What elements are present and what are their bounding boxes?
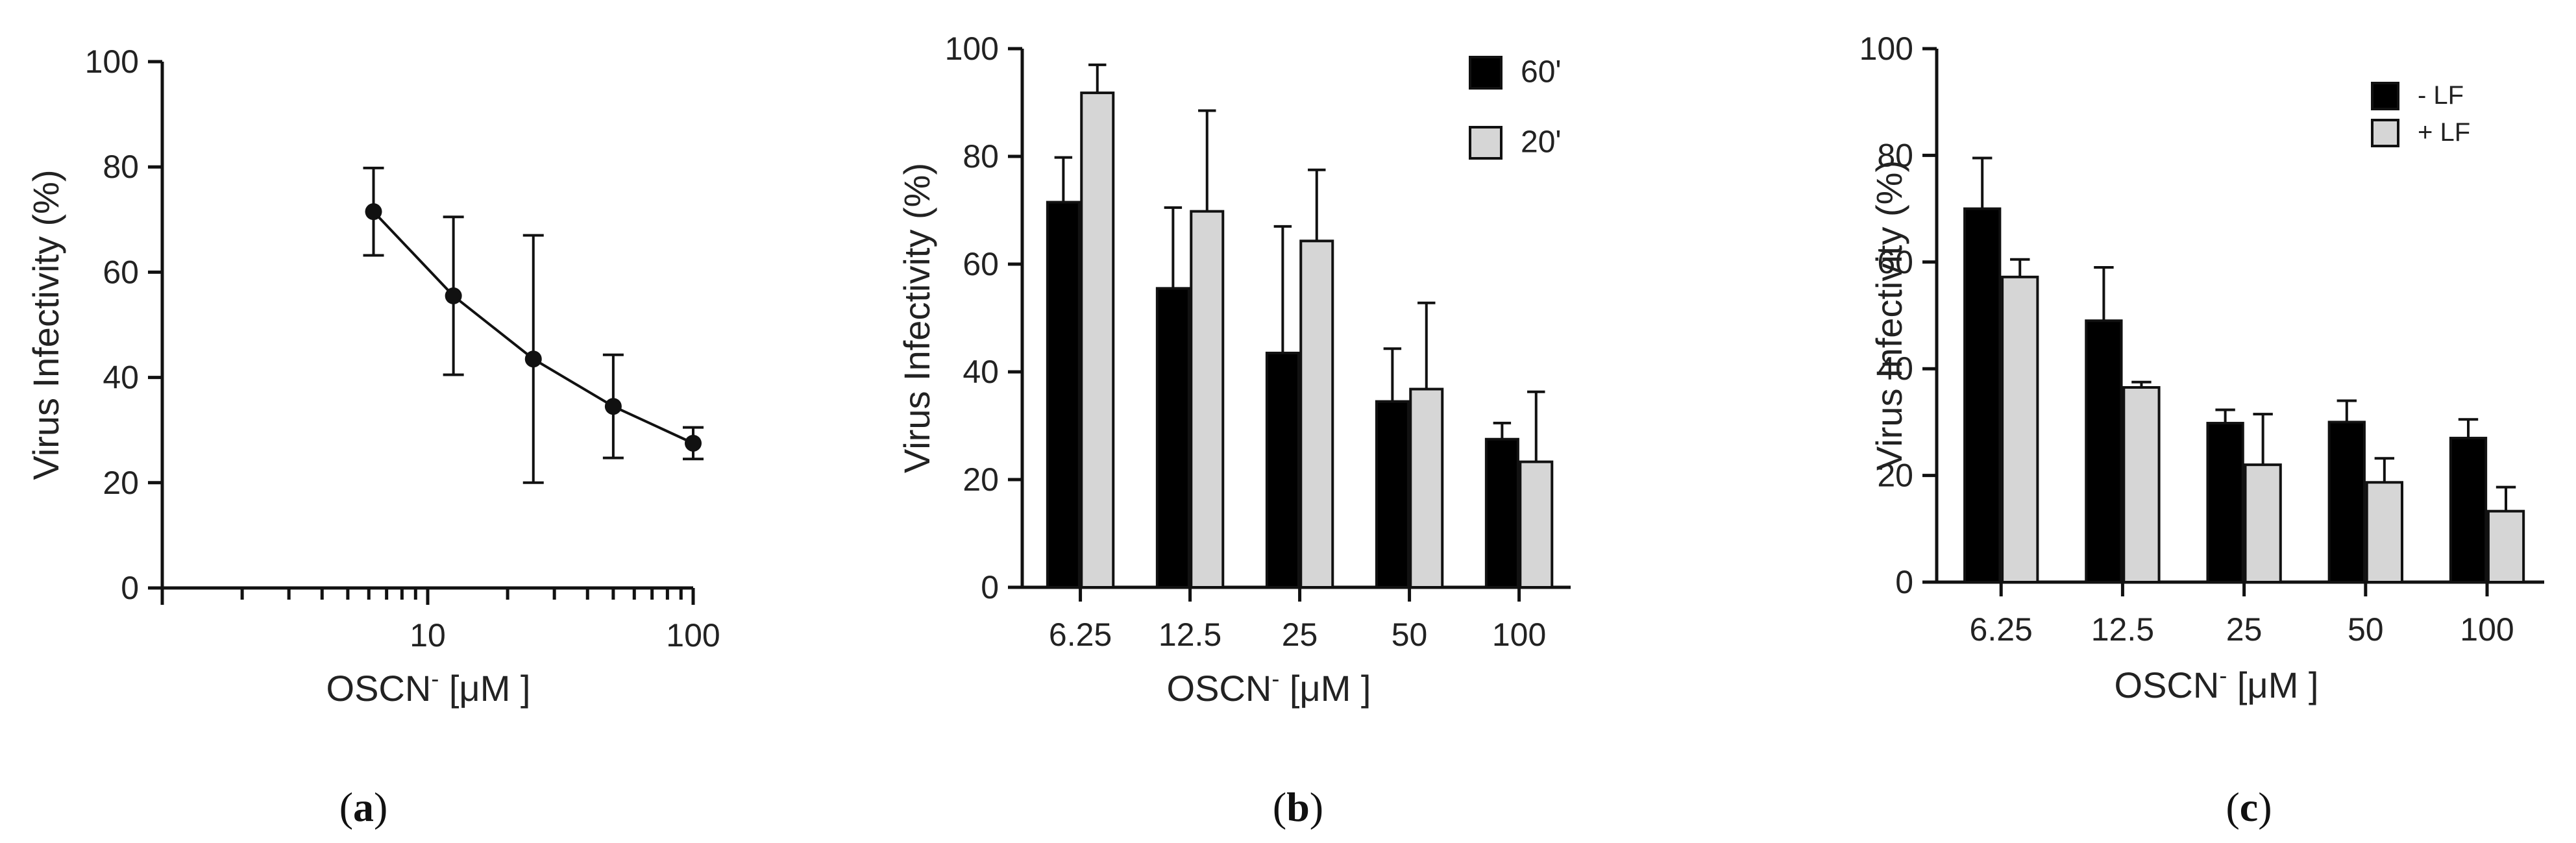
bar-series-2 — [1409, 387, 1444, 589]
panel-label: (b) — [1273, 784, 1323, 830]
legend-label: - LF — [2418, 81, 2464, 110]
x-axis-label-unit: [μM ] — [2227, 665, 2318, 705]
x-tick-label: 6.25 — [1049, 617, 1112, 653]
y-tick-label: 80 — [963, 138, 999, 175]
bar-series-1 — [2206, 422, 2244, 583]
bar-series-2 — [2244, 463, 2282, 583]
y-tick-label: 20 — [963, 461, 999, 498]
y-tick-label: 80 — [1877, 137, 1913, 173]
y-tick-label: 40 — [1877, 350, 1913, 387]
y-tick-label: 60 — [1877, 244, 1913, 280]
x-axis-label: OSCN- [μM ] — [2115, 662, 2319, 705]
y-tick-label: 100 — [85, 43, 139, 80]
panel-label-letter: b — [1286, 784, 1310, 830]
data-point — [685, 434, 702, 452]
panel-b-bar-chart: 0 20 40 60 80 100 Virus Infectivity (%) 6.25 12.… — [896, 31, 1571, 830]
bar-series-2 — [1190, 210, 1225, 589]
legend-label: 60' — [1521, 55, 1562, 89]
y-tick-label: 40 — [103, 360, 139, 396]
x-tick-label: 50 — [1392, 617, 1428, 653]
y-tick-label: 40 — [963, 354, 999, 390]
y-axis-label: Virus Infectivity (%) — [896, 163, 937, 473]
x-tick-label: 25 — [1282, 617, 1318, 653]
x-axis-label-superscript: - — [1271, 665, 1279, 692]
y-tick-label: 60 — [103, 254, 139, 290]
y-tick-label: 0 — [981, 569, 999, 605]
bar-series-1 — [1963, 207, 2002, 584]
data-point — [604, 398, 622, 415]
panel-label-letter: c — [2240, 784, 2258, 830]
x-axis-label-main: OSCN — [326, 668, 432, 709]
bar-series-1 — [1046, 201, 1081, 589]
x-axis-label-unit: [μM ] — [1279, 668, 1371, 709]
x-axis-label: OSCN- [μM ] — [1167, 665, 1371, 709]
bar-series-2 — [2001, 275, 2039, 583]
legend-swatch — [2371, 119, 2399, 147]
legend-label: + LF — [2418, 118, 2470, 147]
panel-label-paren: ) — [374, 784, 387, 830]
legend-swatch — [1469, 126, 1503, 160]
bar-series-2 — [1519, 460, 1554, 589]
data-point — [524, 350, 542, 368]
bar-series-2 — [2122, 385, 2161, 583]
legend-label: 20' — [1521, 125, 1562, 159]
x-tick-label: 100 — [2460, 611, 2514, 648]
y-tick-label: 60 — [963, 246, 999, 282]
panel-c-bar-chart: 0 20 40 60 80 100 Virus Infectivity (%) 6.25 12.… — [1859, 31, 2544, 830]
y-tick-label: 0 — [121, 570, 139, 606]
y-tick-label: 80 — [103, 149, 139, 185]
y-tick-label: 100 — [945, 31, 999, 67]
x-axis-label-superscript: - — [431, 665, 439, 692]
panel-label-paren: ) — [1310, 784, 1323, 830]
x-tick-label: 50 — [2348, 611, 2384, 648]
x-tick-label: 10 — [410, 617, 446, 654]
x-axis-label-main: OSCN — [2115, 665, 2220, 705]
bar-series-2 — [1299, 239, 1334, 589]
y-tick-label: 100 — [1859, 31, 1913, 67]
x-axis-label: OSCN- [μM ] — [326, 665, 531, 709]
bar-series-2 — [2365, 481, 2403, 584]
bar-series-2 — [2486, 509, 2525, 584]
x-tick-label: 12.5 — [1159, 617, 1221, 653]
bar-series-1 — [2449, 437, 2488, 583]
panel-label-paren: ( — [339, 784, 353, 830]
bar-series-1 — [1155, 287, 1190, 589]
x-axis-label-superscript: - — [2219, 662, 2227, 689]
bar-series-1 — [1484, 437, 1519, 589]
x-axis-label-main: OSCN — [1167, 668, 1272, 709]
legend-swatch — [2371, 82, 2399, 110]
x-axis-label-unit: [μM ] — [439, 668, 530, 709]
x-tick-label: 6.25 — [1970, 611, 2033, 648]
x-tick-label: 100 — [1492, 617, 1546, 653]
x-tick-label: 25 — [2226, 611, 2263, 648]
y-tick-label: 20 — [103, 465, 139, 501]
bar-series-1 — [2327, 421, 2366, 584]
panel-label-letter: a — [353, 784, 374, 830]
panel-label: (c) — [2226, 784, 2272, 830]
y-axis-label: Virus Infectivity (%) — [1869, 160, 1909, 470]
x-tick-label: 100 — [666, 617, 720, 654]
panel-label-paren: ( — [2226, 784, 2239, 830]
data-point — [445, 287, 462, 304]
y-tick-label: 0 — [1895, 564, 1913, 600]
panel-label: (a) — [339, 784, 388, 830]
x-tick-label: 12.5 — [2091, 611, 2154, 648]
bar-series-1 — [1375, 400, 1410, 589]
bar-series-1 — [1265, 351, 1300, 589]
y-tick-label: 20 — [1877, 458, 1913, 494]
panel-label-paren: ) — [2258, 784, 2272, 830]
data-point — [365, 203, 382, 221]
panel-label-paren: ( — [1273, 784, 1286, 830]
panel-a-line-chart: 0 20 40 60 80 100 Virus Infectivity (%) 10 100 OS… — [25, 43, 720, 830]
legend-swatch — [1469, 56, 1503, 90]
bar-series-2 — [1080, 92, 1115, 589]
y-axis-label: Virus Infectivity (%) — [25, 169, 66, 480]
bar-series-1 — [2085, 319, 2123, 583]
